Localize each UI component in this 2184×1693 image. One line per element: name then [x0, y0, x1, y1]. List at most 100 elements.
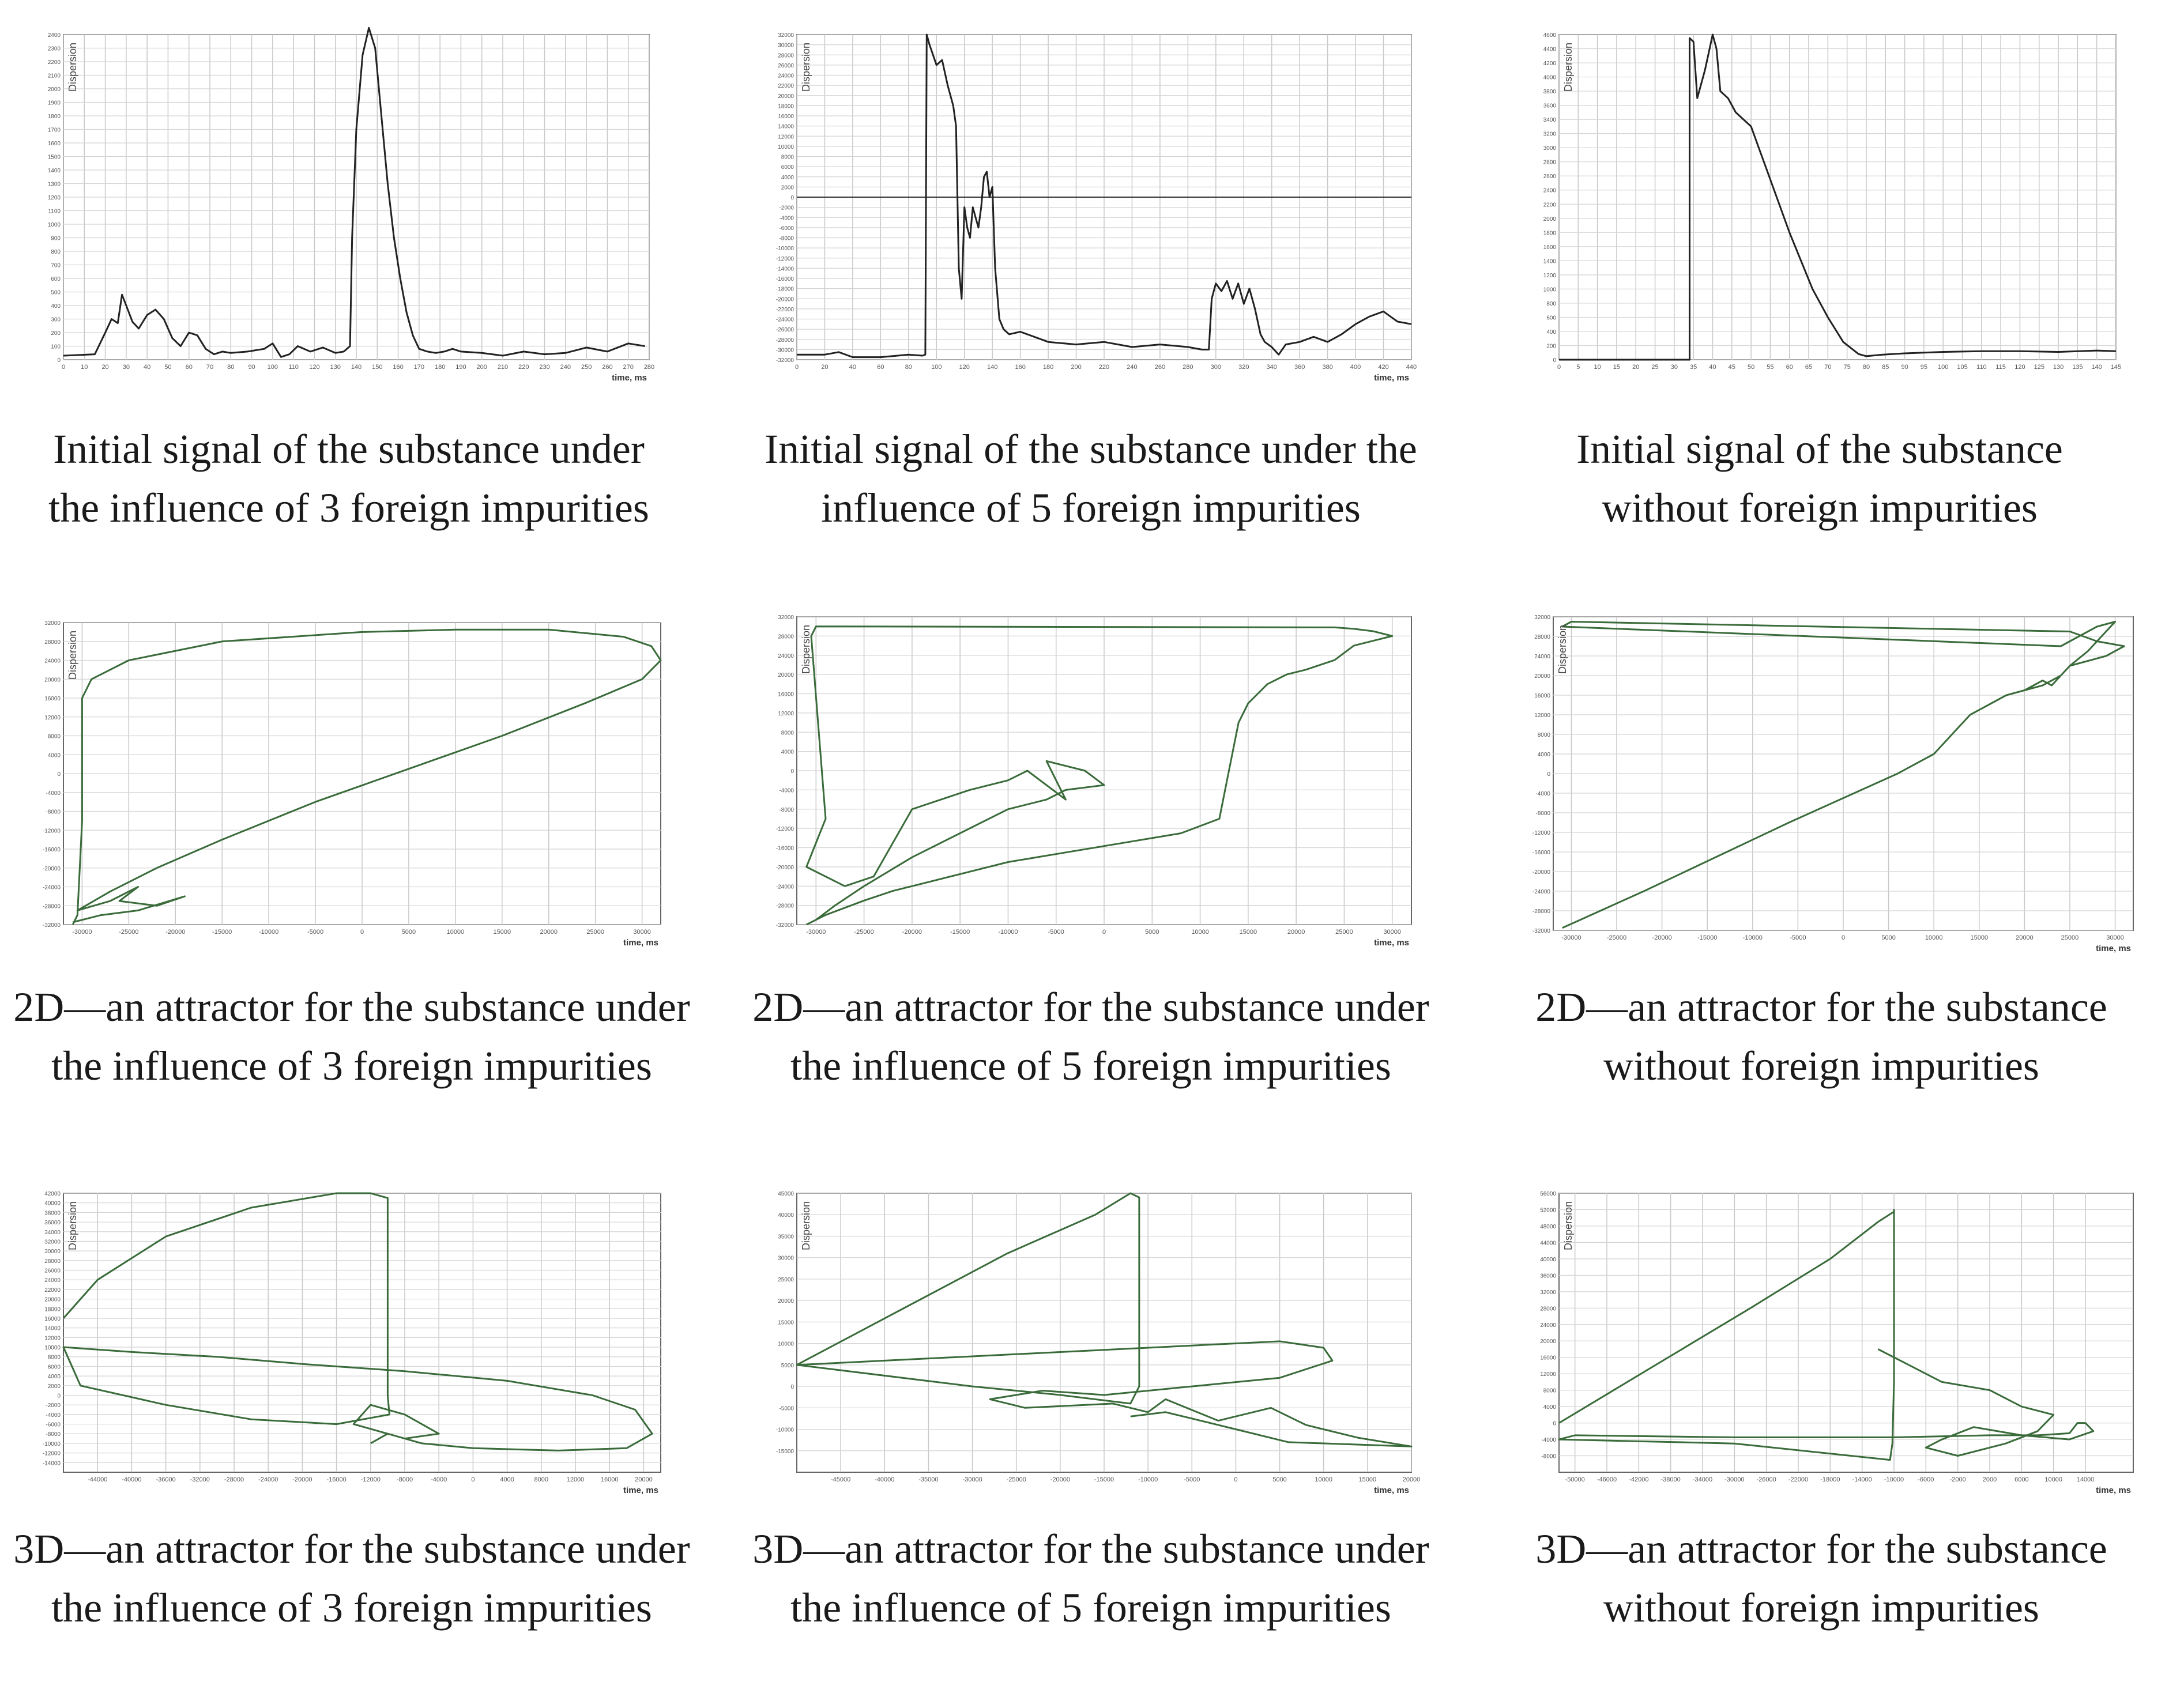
x-tick-label: 60 [1786, 364, 1793, 371]
chart-svg-6: -30000 -25000 -20000 -15000 -10000 -5000 0 5000… [1532, 614, 2134, 953]
y-tick-label: 32000 [778, 614, 794, 621]
x-tick-label: 240 [1127, 364, 1137, 371]
x-tick-label: 40 [1709, 364, 1716, 371]
x-tick-label: 320 [1238, 364, 1249, 371]
panel-6: -30000 -25000 -20000 -15000 -10000 -5000 0 5000… [1455, 594, 2184, 1153]
x-tick-label: -25000 [119, 929, 138, 936]
x-tick-label: -5000 [1790, 934, 1806, 941]
x-tick-label: 30000 [633, 929, 651, 936]
y-tick-label: 20000 [778, 1298, 794, 1304]
y-tick-label: -5000 [779, 1405, 794, 1412]
x-tick-label: -30000 [806, 929, 826, 936]
y-tick-label: -24000 [776, 317, 794, 323]
x-tick-label: 10000 [1191, 929, 1209, 936]
x-tick-label: -50000 [1565, 1476, 1585, 1483]
x-tick-label: -30000 [1561, 934, 1581, 941]
series-line [1558, 1209, 2095, 1461]
panel-2: 0 20 40 60 80 100 120 140 160 180 200 220 240 260 280 3… [728, 0, 1455, 576]
y-tick-label: 16000 [1540, 1355, 1556, 1362]
y-tick-label: 10000 [778, 144, 794, 150]
y-tick-label: -2000 [46, 1402, 61, 1409]
y-tick-label: 8000 [1538, 732, 1551, 738]
y-tick-label: 200 [51, 330, 61, 337]
y-tick-label: -20000 [776, 296, 794, 303]
y-tick-label: 8000 [781, 154, 794, 161]
x-tick-label: 400 [1350, 364, 1361, 371]
y-tick-label: 0 [790, 768, 794, 775]
x-tick-label: 10000 [447, 929, 465, 936]
y-tick-label: 3200 [1543, 131, 1557, 138]
y-tick-label: 15000 [778, 1319, 794, 1326]
y-tick-label: -8000 [1535, 810, 1550, 817]
x-tick-label: 14000 [2077, 1476, 2095, 1483]
panel-8: -45000 -40000 -35000 -30000 -25000 -20000 -150… [728, 1164, 1455, 1693]
x-tick-label: -2000 [1950, 1476, 1966, 1483]
y-tick-label: -8000 [779, 807, 794, 813]
y-tick-label: 24000 [44, 1277, 61, 1284]
chart-6: -30000 -25000 -20000 -15000 -10000 -5000 0 5000… [1519, 611, 2141, 957]
x-tick-label: 40 [849, 364, 856, 371]
x-tick-label: 300 [1211, 364, 1221, 371]
chart-svg-5: -30000 -25000 -20000 -15000 -10000 -5000 0 5000… [776, 614, 1412, 948]
y-tick-label: 25000 [778, 1277, 794, 1283]
y-tick-label: 3800 [1543, 89, 1557, 95]
x-tick-label: 50 [1748, 364, 1754, 371]
x-tick-label: 10 [81, 364, 88, 371]
x-tick-label: 140 [351, 364, 362, 371]
chart-2: 0 20 40 60 80 100 120 140 160 180 200 220 240 260 280 3… [762, 29, 1419, 386]
y-tick-label: 52000 [1540, 1207, 1556, 1213]
y-tick-label: 6000 [781, 164, 794, 171]
y-tick-label: -20000 [1532, 869, 1551, 876]
x-tick-label: 8000 [534, 1476, 548, 1483]
panel-1: 0 10 20 30 40 50 60 70 80 90 100 110 120 130 140 150 160… [0, 0, 728, 576]
y-tick-label: -28000 [776, 903, 794, 910]
y-tick-label: 1700 [48, 127, 61, 134]
x-axis-label: time, ms [623, 938, 658, 948]
x-tick-label: -8000 [397, 1476, 413, 1483]
y-tick-label: 1900 [48, 100, 61, 107]
x-tick-label: 180 [435, 364, 445, 371]
x-tick-label: 210 [498, 364, 508, 371]
y-tick-label: -4000 [1535, 791, 1550, 797]
y-tick-label: 3400 [1543, 117, 1557, 123]
y-tick-label: -30000 [776, 347, 794, 353]
y-tick-label: -24000 [43, 885, 61, 891]
x-tick-label: 5000 [1145, 929, 1159, 936]
y-tick-label: 1400 [48, 168, 61, 174]
y-tick-label: 2000 [1543, 216, 1557, 223]
y-tick-label: 2000 [781, 184, 794, 191]
x-tick-label: 15000 [1970, 934, 1988, 941]
x-tick-label: 200 [477, 364, 487, 371]
x-tick-label: 90 [248, 364, 255, 371]
y-tick-label: 36000 [1540, 1273, 1556, 1279]
x-tick-label: 40 [144, 364, 150, 371]
series-line [805, 625, 1394, 926]
y-tick-label: 2000 [48, 86, 61, 93]
panel-4: -30000 -25000 -20000 -15000 -10000 -5000 0 5000… [0, 594, 728, 1153]
y-axis-label: Dispersion [800, 625, 812, 674]
x-tick-label: 35 [1690, 364, 1697, 371]
x-tick-label: 30000 [2106, 934, 2124, 941]
y-tick-label: -28000 [1532, 908, 1551, 915]
y-tick-label: -20000 [43, 866, 61, 872]
y-tick-label: 1800 [48, 114, 61, 120]
x-tick-label: -6000 [1918, 1476, 1934, 1483]
x-axis-label: time, ms [1374, 938, 1409, 948]
x-tick-label: 25000 [586, 929, 604, 936]
y-tick-label: -4000 [46, 790, 61, 797]
y-tick-label: -12000 [43, 828, 61, 834]
plot-frame [63, 1193, 661, 1473]
x-tick-label: -16000 [326, 1476, 346, 1483]
x-tick-label: 200 [1071, 364, 1081, 371]
x-tick-label: 15000 [1240, 929, 1257, 936]
x-tick-label: -10000 [1138, 1476, 1158, 1483]
y-axis-label: Dispersion [800, 1201, 812, 1250]
x-tick-label: 6000 [2014, 1476, 2028, 1483]
x-tick-label: -35000 [918, 1476, 938, 1483]
y-tick-label: 26000 [44, 1268, 61, 1275]
x-tick-label: -20000 [902, 929, 922, 936]
x-tick-label: 270 [623, 364, 634, 371]
y-tick-label: 0 [1553, 1421, 1556, 1427]
x-tick-label: 75 [1844, 364, 1851, 371]
y-axis-label: Dispersion [1557, 625, 1568, 674]
